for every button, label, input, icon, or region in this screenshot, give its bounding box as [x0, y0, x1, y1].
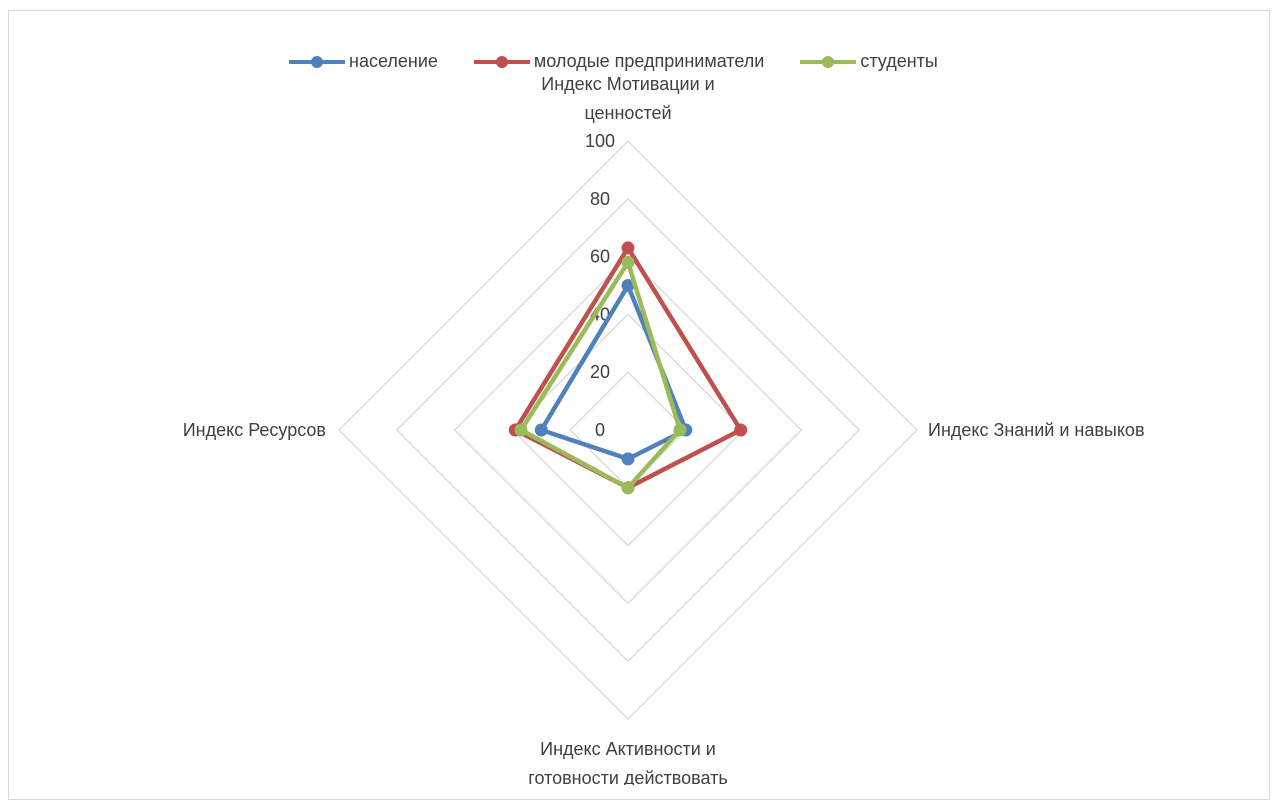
data-point — [514, 423, 528, 437]
tick-label: 60 — [590, 247, 610, 267]
grid-ring — [338, 140, 918, 720]
tick-label: 80 — [590, 189, 610, 209]
axis-label-line: ценностей — [584, 103, 671, 123]
tick-label: 20 — [590, 362, 610, 382]
legend-item-naselenie: население — [289, 51, 438, 72]
data-point — [621, 241, 635, 255]
tick-label: 0 — [595, 420, 605, 440]
axis-label-line: готовности действовать — [528, 768, 727, 785]
data-point — [621, 452, 635, 466]
data-point — [734, 423, 748, 437]
data-point — [621, 255, 635, 269]
data-point — [673, 423, 687, 437]
data-point — [621, 279, 635, 292]
axis-label-line: Индекс Активности и — [540, 739, 716, 759]
legend-label: население — [349, 51, 438, 71]
grid-ring — [395, 197, 861, 663]
legend-marker-icon — [473, 55, 530, 68]
axis-label: Индекс Мотивации и ценностей — [541, 74, 714, 123]
chart-area: население молодые предприниматели студен… — [8, 10, 1270, 800]
axis-label-line: Индекс Мотивации и — [541, 74, 714, 94]
legend-marker-icon — [800, 55, 857, 68]
legend-label: молодые предприниматели — [533, 51, 765, 71]
grid-ring — [453, 255, 803, 605]
axis-label-line: Индекс Знаний и навыков — [928, 420, 1145, 440]
axis-label-line: Индекс Ресурсов — [183, 420, 326, 440]
tick-label: 100 — [585, 131, 615, 151]
data-point — [621, 481, 635, 495]
axis-label: Индекс Активности и готовности действоват… — [528, 739, 727, 785]
data-point — [534, 423, 548, 437]
legend-marker-icon — [289, 55, 345, 68]
legend: население молодые предприниматели студен… — [289, 51, 938, 72]
tick-label: 40 — [590, 304, 610, 324]
legend-label: студенты — [860, 51, 938, 71]
axis-label: Индекс Ресурсов — [183, 420, 326, 440]
legend-item-studenty: студенты — [800, 51, 938, 72]
axis-label: Индекс Знаний и навыков — [928, 420, 1145, 440]
grid-ring — [511, 313, 745, 547]
legend-item-molodye-predprinimateli: молодые предприниматели — [473, 51, 765, 72]
